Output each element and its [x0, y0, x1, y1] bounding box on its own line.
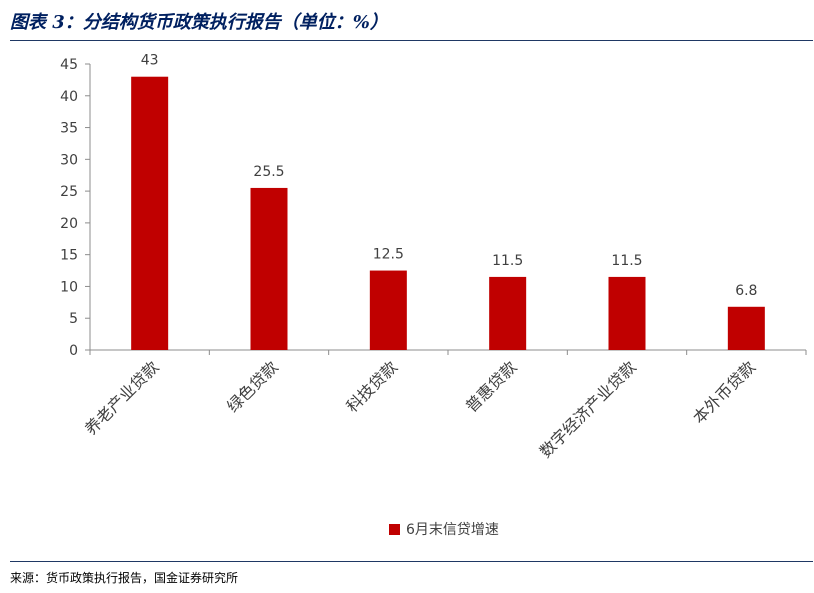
bar	[489, 276, 527, 350]
y-tick-label: 10	[60, 279, 78, 295]
source-note: 来源：货币政策执行报告，国金证券研究所	[10, 571, 239, 585]
top-divider	[10, 40, 813, 41]
bar	[727, 306, 765, 350]
legend: 6月末信贷增速	[389, 519, 499, 539]
data-label: 6.8	[735, 283, 757, 299]
bar-chart: 0 5 10 15 20 25 30 35 40 45 43 养老产业贷款 25.5 绿色贷款 12.5 科技…	[60, 53, 807, 461]
y-tick-label: 45	[60, 57, 78, 73]
category-label: 数字经济产业贷款	[536, 357, 640, 461]
y-tick-label: 40	[60, 89, 78, 105]
y-tick-label: 30	[60, 152, 78, 168]
y-tick-label: 35	[60, 121, 78, 137]
bar	[250, 187, 288, 350]
legend-swatch	[389, 523, 400, 535]
y-tick-label: 15	[60, 248, 78, 264]
data-label: 25.5	[253, 164, 284, 180]
bar	[369, 270, 407, 350]
category-label: 养老产业贷款	[81, 357, 162, 438]
data-label: 12.5	[373, 247, 404, 263]
bottom-divider	[10, 561, 813, 562]
data-label: 11.5	[492, 253, 523, 269]
category-label: 科技贷款	[342, 357, 401, 416]
category-label: 绿色贷款	[223, 357, 282, 416]
y-tick-label: 0	[69, 343, 78, 359]
chart-title: 图表 3：分结构货币政策执行报告（单位：%）	[10, 12, 388, 33]
bar	[131, 76, 169, 350]
y-tick-label: 25	[60, 184, 78, 200]
category-label: 本外币贷款	[689, 357, 759, 427]
y-tick-label: 20	[60, 216, 78, 232]
data-label: 43	[141, 53, 159, 69]
y-tick-label: 5	[69, 311, 78, 327]
legend-label: 6月末信贷增速	[406, 522, 499, 538]
bar	[608, 276, 646, 350]
data-label: 11.5	[611, 253, 642, 269]
category-label: 普惠贷款	[462, 357, 521, 416]
